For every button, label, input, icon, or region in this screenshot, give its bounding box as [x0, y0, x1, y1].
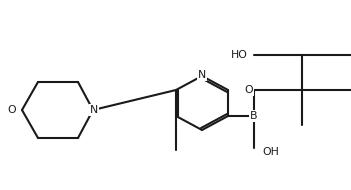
Text: O: O [244, 85, 253, 95]
Text: HO: HO [231, 50, 248, 60]
Text: OH: OH [262, 147, 279, 157]
Text: O: O [7, 105, 16, 115]
Text: B: B [250, 111, 258, 121]
Text: N: N [198, 70, 206, 80]
Text: N: N [90, 105, 98, 115]
